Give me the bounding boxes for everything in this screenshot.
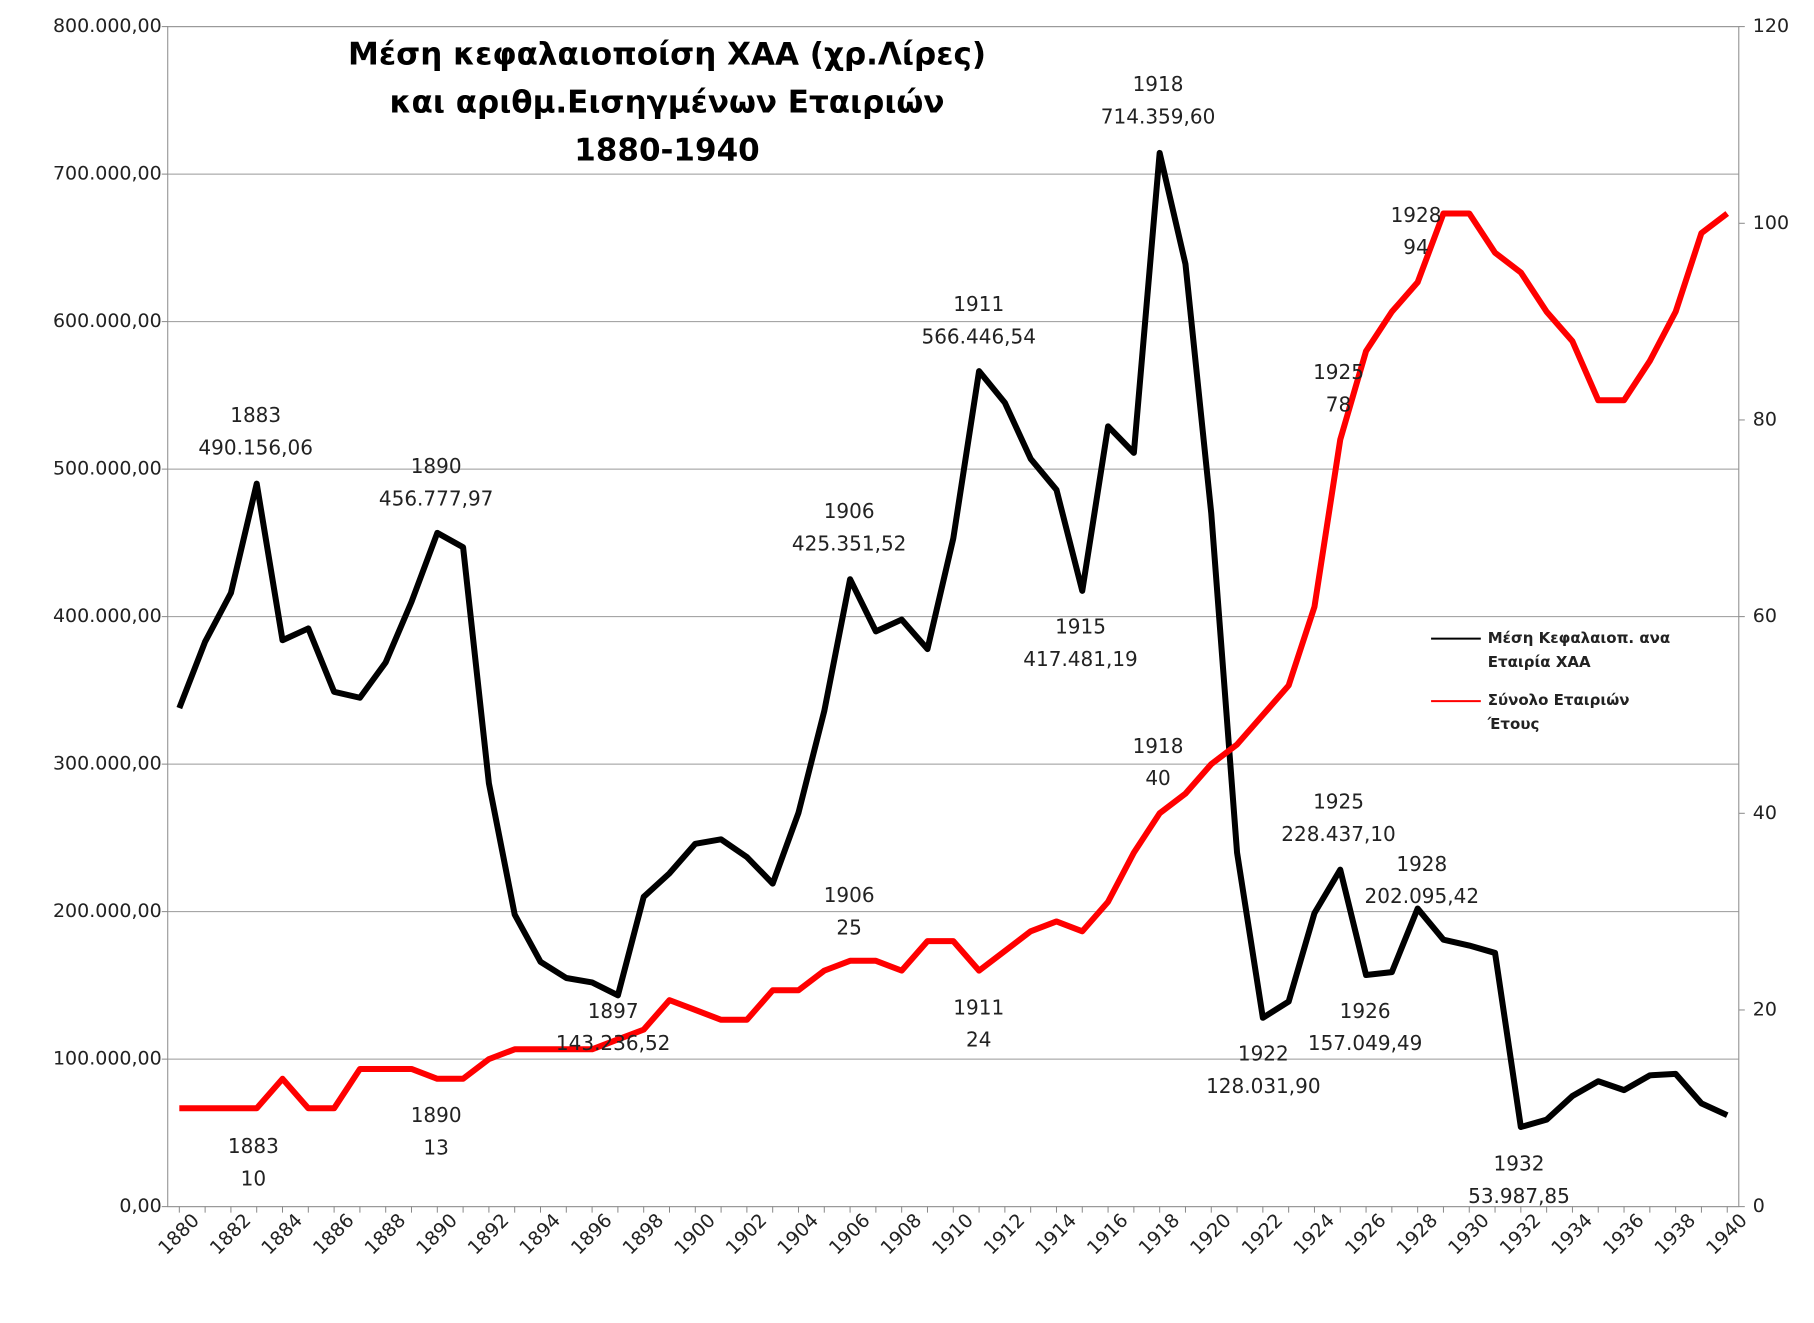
annotation: 228.437,10 [1281,822,1396,846]
y-tick-label: 200.000,00 [53,900,162,922]
x-tick-label: 1940 [1702,1209,1752,1259]
annotation: 1883 [230,403,281,427]
y2-tick-label: 100 [1753,212,1789,234]
x-tick-label: 1936 [1599,1209,1649,1259]
x-tick-label: 1924 [1289,1209,1339,1259]
annotation: 425.351,52 [792,531,907,555]
x-tick-label: 1938 [1650,1209,1700,1259]
legend-label: Σύνολο Εταιριών Έτους [1487,691,1630,734]
annotation: 1922 [1238,1042,1289,1066]
annotation: 78 [1326,393,1351,417]
annotation: 1928 [1391,203,1442,227]
x-tick-label: 1892 [464,1209,514,1259]
annotation: 1906 [824,883,875,907]
x-tick-label: 1922 [1238,1209,1288,1259]
x-tick-label: 1908 [876,1209,926,1259]
y2-tick-label: 80 [1753,408,1777,430]
annotation: 1890 [411,454,462,478]
annotation: 1918 [1133,72,1184,96]
x-tick-label: 1912 [980,1209,1030,1259]
x-tick-label: 1914 [1031,1209,1081,1259]
annotation: 143.236,52 [556,1031,671,1055]
series-line [176,149,1729,1130]
y-tick-label: 400.000,00 [53,605,162,627]
chart-title: Μέση κεφαλαιοπoίση ΧΑΑ (χρ.Λίρες) [348,37,986,73]
annotation: 1890 [411,1103,462,1127]
chart-title: 1880-1940 [574,133,759,169]
x-tick-label: 1896 [567,1209,617,1259]
annotation: 25 [836,915,861,939]
x-tick-label: 1920 [1186,1209,1236,1259]
y-tick-label: 800.000,00 [53,15,162,37]
x-tick-label: 1916 [1083,1209,1133,1259]
y2-tick-label: 0 [1753,1195,1765,1217]
annotation: 202.095,42 [1365,884,1480,908]
x-tick-label: 1930 [1444,1209,1494,1259]
annotation: 1928 [1396,852,1447,876]
y-tick-label: 300.000,00 [53,753,162,775]
x-tick-label: 1918 [1134,1209,1184,1259]
annotation: 1897 [588,999,639,1023]
y2-tick-label: 60 [1753,605,1777,627]
annotation: 157.049,49 [1308,1031,1423,1055]
x-tick-label: 1932 [1496,1209,1546,1259]
annotation: 1925 [1313,789,1364,813]
x-tick-label: 1926 [1341,1209,1391,1259]
annotation: 53.987,85 [1468,1184,1570,1208]
x-tick-label: 1898 [618,1209,668,1259]
y-tick-label: 100.000,00 [53,1048,162,1070]
x-tick-label: 1934 [1547,1209,1597,1259]
series-line [179,210,1730,1112]
annotation: 128.031,90 [1206,1074,1321,1098]
chart-title: και αριθμ.Εισηγμένων Εταιριών [390,85,945,121]
annotation: 10 [241,1167,266,1191]
x-tick-label: 1904 [773,1209,823,1259]
x-tick-label: 1886 [309,1209,359,1259]
annotation: 1932 [1494,1151,1545,1175]
annotation: 1918 [1133,734,1184,758]
y2-tick-label: 40 [1753,802,1777,824]
y-tick-label: 0,00 [119,1195,161,1217]
x-tick-label: 1910 [928,1209,978,1259]
y2-tick-label: 120 [1753,15,1789,37]
x-tick-label: 1902 [722,1209,772,1259]
annotation: 1906 [824,499,875,523]
y-tick-label: 700.000,00 [53,163,162,185]
annotation: 1883 [228,1134,279,1158]
annotation: 40 [1145,766,1170,790]
annotation: 1915 [1055,615,1106,639]
y2-tick-label: 20 [1753,998,1777,1020]
annotation: 1911 [953,995,1004,1019]
annotation: 94 [1403,235,1428,259]
x-tick-label: 1888 [360,1209,410,1259]
annotation: 1911 [953,292,1004,316]
annotation: 1926 [1340,999,1391,1023]
annotation: 24 [966,1028,991,1052]
x-tick-label: 1928 [1392,1209,1442,1259]
annotation: 417.481,19 [1023,647,1138,671]
annotation: 456.777,97 [379,486,494,510]
annotation: 714.359,60 [1101,105,1216,129]
x-tick-label: 1900 [670,1209,720,1259]
y-tick-label: 600.000,00 [53,310,162,332]
x-tick-label: 1884 [257,1209,307,1259]
annotation: 1925 [1313,360,1364,384]
x-tick-label: 1882 [206,1209,256,1259]
y-tick-label: 500.000,00 [53,458,162,480]
legend-label: Μέση Κεφαλαιοπ. ανα Εταιρία ΧΑΑ [1487,628,1671,671]
annotation: 13 [423,1135,448,1159]
annotation: 490.156,06 [198,435,313,459]
x-tick-label: 1890 [412,1209,462,1259]
annotation: 566.446,54 [921,324,1036,348]
x-tick-label: 1906 [825,1209,875,1259]
x-tick-label: 1894 [515,1209,565,1259]
